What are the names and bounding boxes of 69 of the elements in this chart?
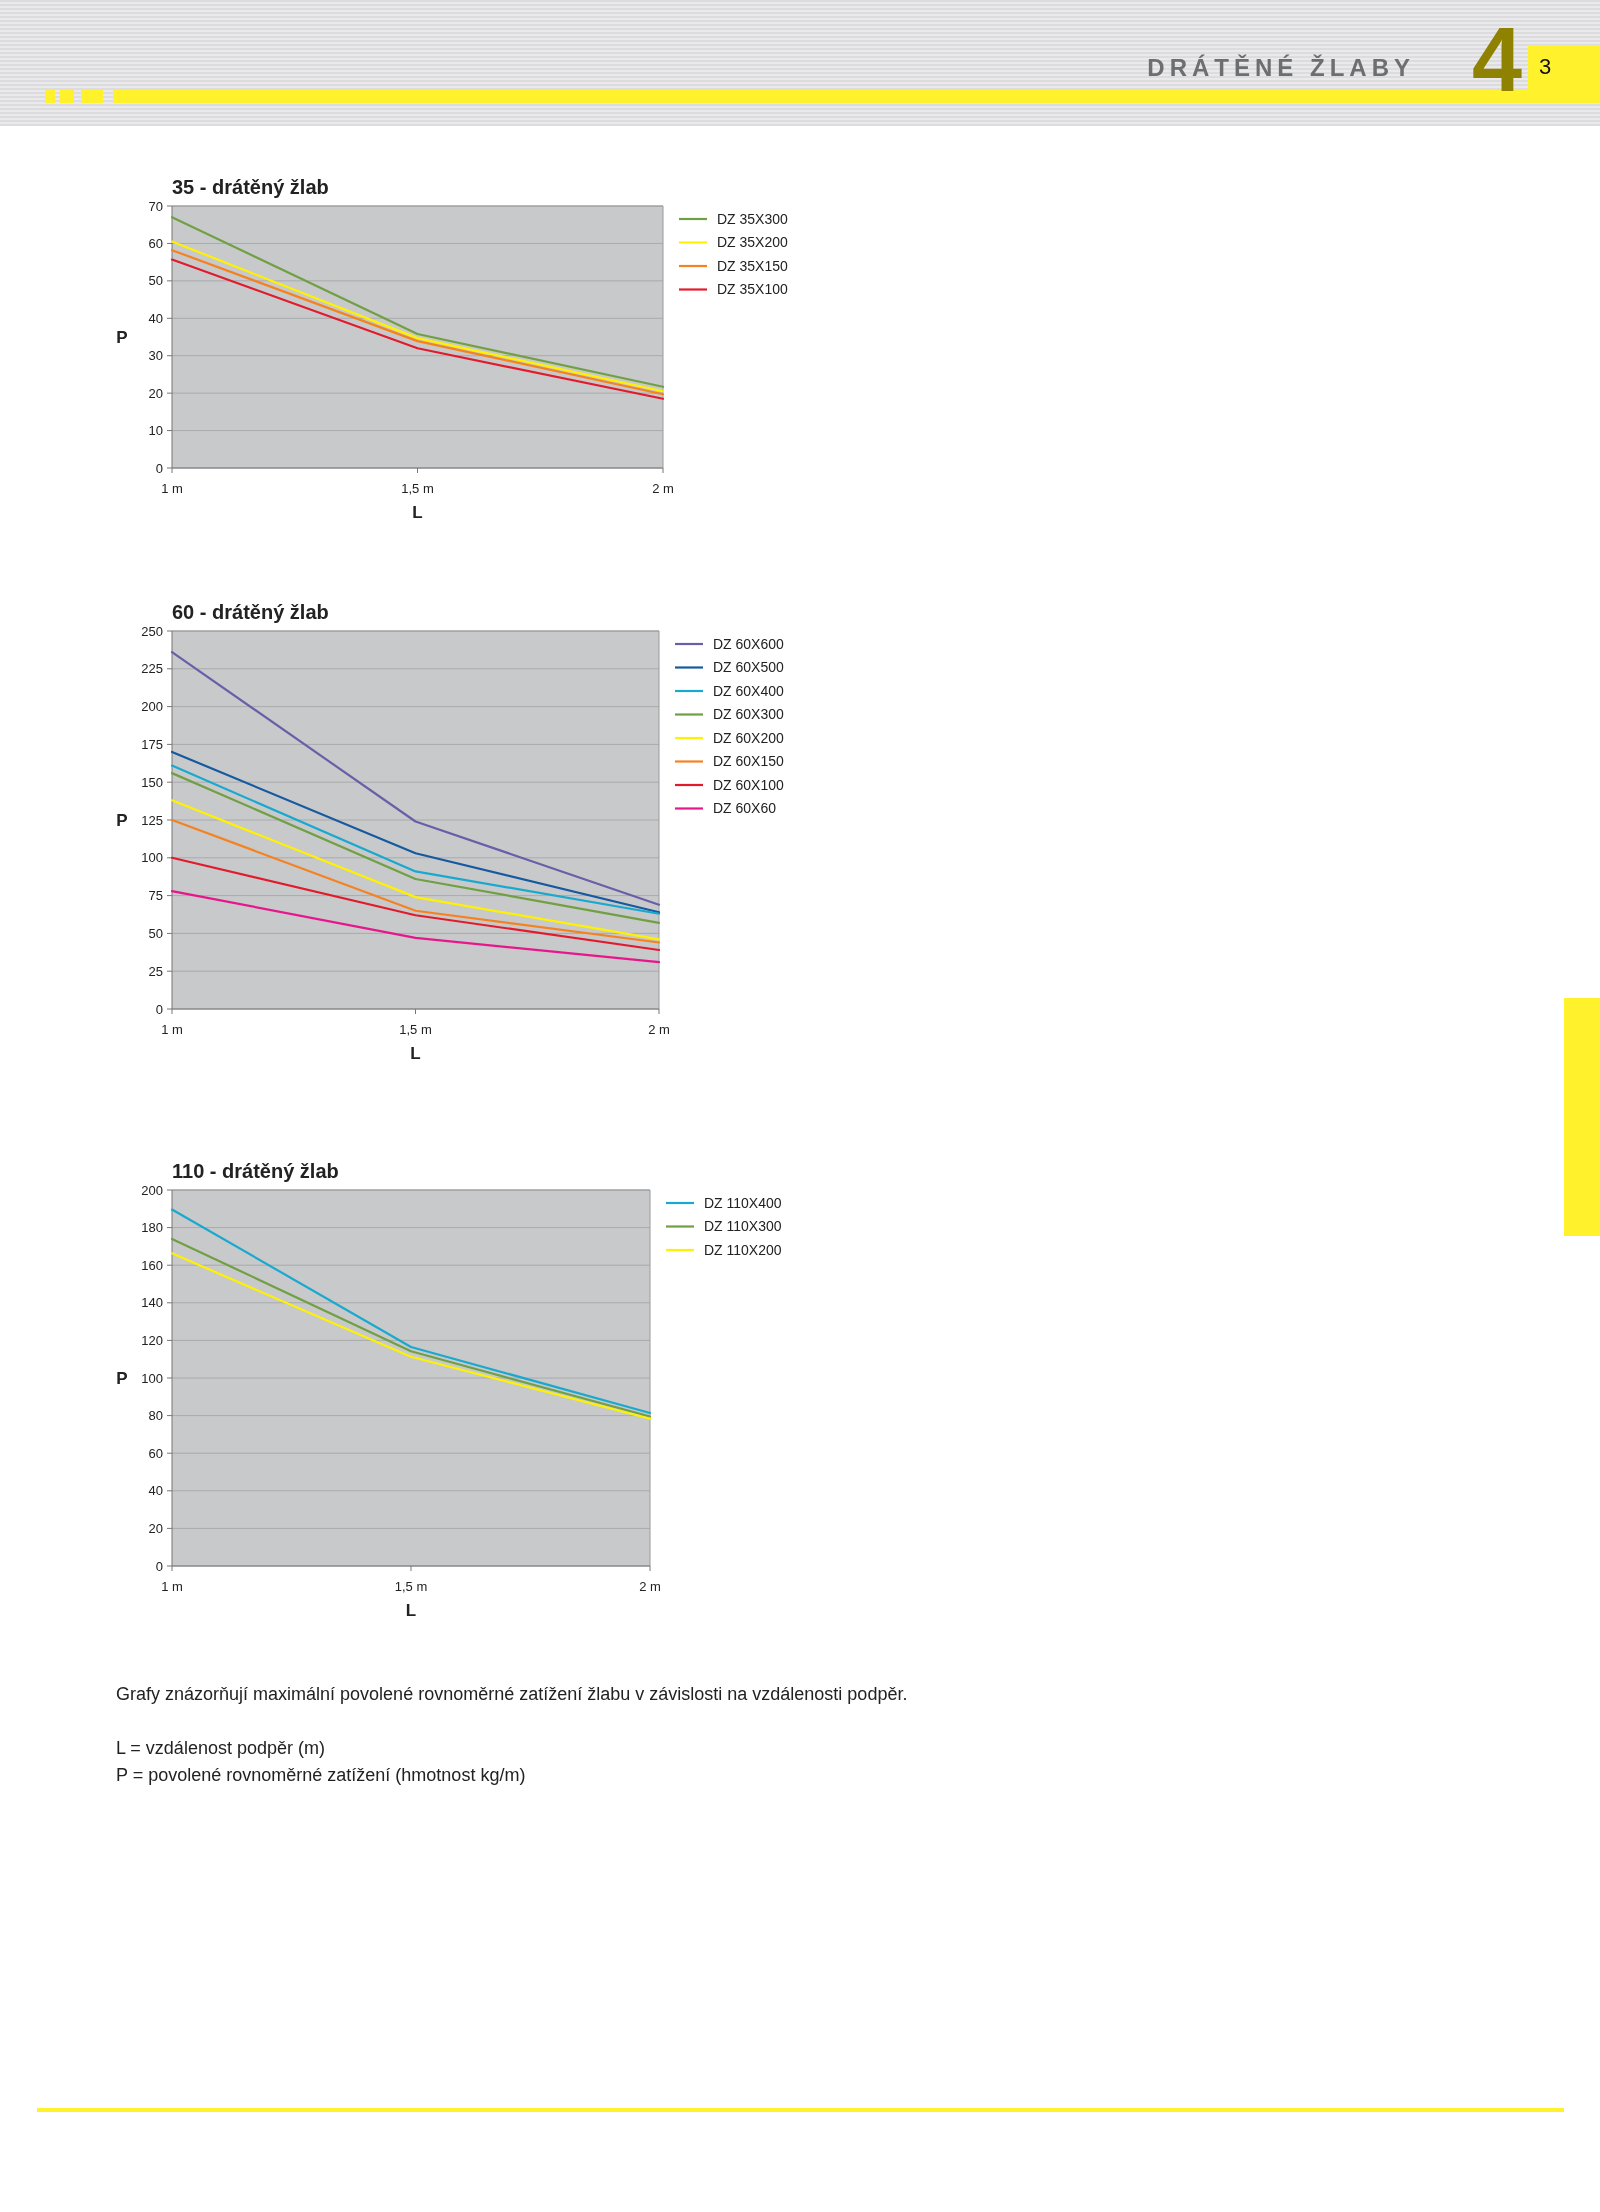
legend-label: DZ 60X60 <box>713 800 777 817</box>
legend-label: DZ 35X100 <box>717 281 789 298</box>
y-tick-label: 25 <box>148 963 163 979</box>
x-tick-label: 2 m <box>648 1022 670 1037</box>
y-tick-label: 50 <box>148 925 163 941</box>
y-axis-title: P <box>116 810 128 830</box>
y-tick-label: 120 <box>141 1332 163 1348</box>
y-tick-label: 100 <box>141 850 163 866</box>
y-tick-label: 60 <box>148 235 163 251</box>
y-tick-label: 175 <box>141 736 163 752</box>
text: 4 <box>1471 10 1523 110</box>
chart-title: 110 - drátěný žlab <box>172 1160 339 1182</box>
legend-label: DZ 110X200 <box>704 1241 782 1258</box>
y-axis-title: P <box>116 1368 128 1388</box>
x-axis-title: L <box>410 1044 421 1063</box>
y-tick-label: 0 <box>155 460 163 476</box>
y-tick-label: 20 <box>148 385 163 401</box>
x-axis-title: L <box>412 503 423 522</box>
y-axis-title: P <box>116 327 128 347</box>
text: L = vzdálenost podpěr (m) <box>116 1738 325 1758</box>
legend-label: DZ 60X300 <box>713 706 785 723</box>
y-tick-label: 140 <box>141 1295 163 1311</box>
text: Grafy znázorňují maximální povolené rovnoměrné zatížení žlabu v závislosti na vzdálenosti podpěr. <box>116 1684 908 1704</box>
y-tick-label: 250 <box>141 623 163 639</box>
x-tick-label: 1 m <box>161 1022 183 1037</box>
y-tick-label: 60 <box>148 1445 163 1461</box>
x-tick-label: 1,5 m <box>399 1022 432 1037</box>
text: DRÁTĚNÉ ŽLABY <box>1147 54 1415 81</box>
y-tick-label: 50 <box>148 273 163 289</box>
y-tick-label: 225 <box>141 661 163 677</box>
y-tick-label: 200 <box>141 1182 163 1198</box>
legend-label: DZ 60X200 <box>713 729 785 746</box>
y-tick-label: 0 <box>155 1001 163 1017</box>
legend-label: DZ 60X100 <box>713 776 785 793</box>
y-tick-label: 10 <box>148 423 163 439</box>
y-tick-label: 20 <box>148 1520 163 1536</box>
legend-label: DZ 60X400 <box>713 682 785 699</box>
y-tick-label: 70 <box>148 198 163 214</box>
y-tick-label: 180 <box>141 1220 163 1236</box>
legend-label: DZ 60X600 <box>713 635 785 652</box>
x-tick-label: 1,5 m <box>394 1579 428 1594</box>
y-tick-label: 75 <box>148 888 163 904</box>
legend-label: DZ 60X150 <box>713 753 785 770</box>
y-tick-label: 100 <box>141 1370 163 1386</box>
y-tick-label: 30 <box>148 348 163 364</box>
y-tick-label: 125 <box>141 812 163 828</box>
x-tick-label: 2 m <box>652 481 674 496</box>
legend-label: DZ 35X200 <box>717 234 789 251</box>
y-tick-label: 160 <box>141 1257 163 1273</box>
legend-label: DZ 110X400 <box>704 1194 782 1211</box>
chart-title: 35 - drátěný žlab <box>172 176 329 198</box>
x-tick-label: 1 m <box>161 481 183 496</box>
legend-label: DZ 110X300 <box>704 1218 782 1235</box>
x-tick-label: 2 m <box>639 1579 661 1594</box>
x-tick-label: 1,5 m <box>401 481 434 496</box>
x-tick-label: 1 m <box>161 1579 183 1594</box>
legend-label: DZ 35X150 <box>717 257 789 274</box>
y-tick-label: 40 <box>148 1483 163 1499</box>
text: P = povolené rovnoměrné zatížení (hmotnost kg/m) <box>116 1765 526 1785</box>
legend-label: DZ 60X500 <box>713 659 785 676</box>
y-tick-label: 40 <box>148 310 163 326</box>
text: 3 <box>1538 54 1552 79</box>
y-tick-label: 0 <box>155 1558 163 1574</box>
y-tick-label: 200 <box>141 699 163 715</box>
x-axis-title: L <box>405 1601 417 1620</box>
y-tick-label: 150 <box>141 774 163 790</box>
chart-title: 60 - drátěný žlab <box>172 601 329 623</box>
legend-label: DZ 35X300 <box>717 210 789 227</box>
y-tick-label: 80 <box>148 1408 163 1424</box>
